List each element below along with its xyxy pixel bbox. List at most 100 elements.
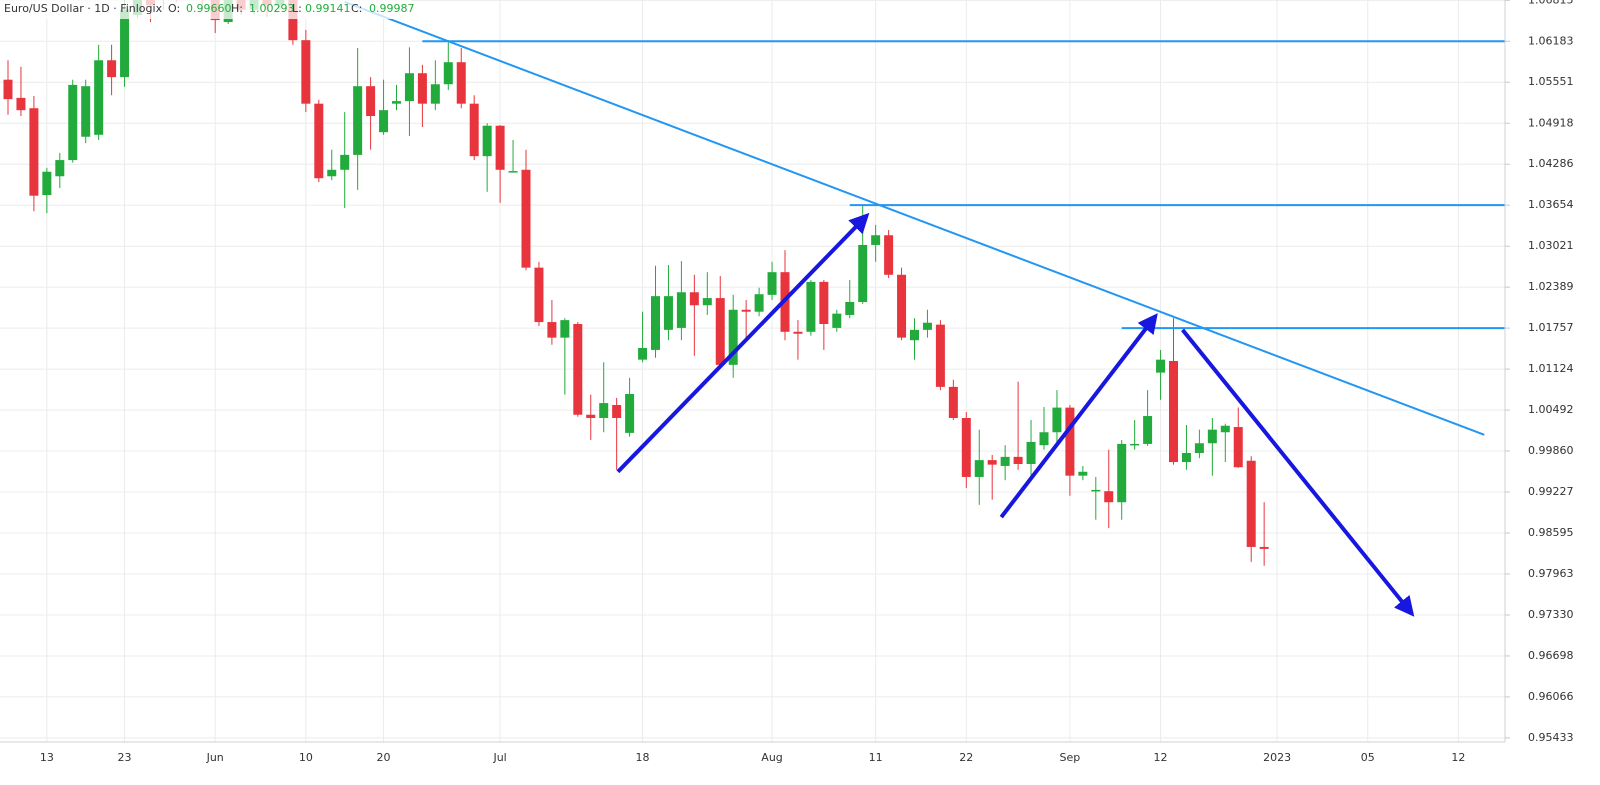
chart-title: Euro/US Dollar · 1D · Finlogix <box>4 2 163 15</box>
candle-body <box>767 272 777 295</box>
y-tick-label: 1.06815 <box>1528 0 1574 6</box>
candle-body <box>715 298 725 365</box>
trendline <box>344 1 1485 436</box>
candle-body <box>638 347 648 360</box>
candle-body <box>935 324 945 387</box>
candle-body <box>1194 443 1204 453</box>
ohlc-value: 0.99660 <box>186 2 232 15</box>
candle-body <box>495 125 505 170</box>
y-tick-label: 1.05551 <box>1528 75 1574 88</box>
x-tick-label: 13 <box>40 751 54 764</box>
x-tick-label: 23 <box>118 751 132 764</box>
candle-body <box>1052 407 1062 433</box>
candle-body <box>107 60 117 78</box>
candle-body <box>55 160 65 177</box>
candle-body <box>806 281 816 332</box>
candle-body <box>379 110 389 133</box>
candle-body <box>689 292 699 306</box>
candle-body <box>314 103 324 179</box>
candle-body <box>469 103 479 157</box>
candle-body <box>456 62 466 104</box>
y-tick-label: 0.98595 <box>1528 526 1574 539</box>
ohlc-label: L: <box>292 2 302 15</box>
candle-body <box>392 101 401 104</box>
y-tick-label: 0.97330 <box>1528 608 1574 621</box>
candle-body <box>1169 360 1178 463</box>
candle-body <box>702 298 712 306</box>
y-tick-label: 1.03021 <box>1528 239 1574 252</box>
candle-body <box>897 274 907 338</box>
y-tick-label: 1.02389 <box>1528 280 1574 293</box>
candle-body <box>81 86 91 137</box>
y-tick-label: 0.95433 <box>1528 731 1574 744</box>
y-tick-label: 0.96066 <box>1528 690 1574 703</box>
ohlc-label: O: <box>168 2 180 15</box>
candle-body <box>417 73 427 104</box>
candle-body <box>16 97 26 111</box>
candle-body <box>625 394 635 433</box>
candle-body <box>1259 546 1269 549</box>
trend-arrow <box>999 313 1158 519</box>
candle-body <box>1117 443 1127 503</box>
y-tick-label: 1.01757 <box>1528 321 1574 334</box>
y-tick-label: 1.04286 <box>1528 157 1574 170</box>
candle-body <box>651 296 660 350</box>
candle-body <box>3 79 13 100</box>
candle-body <box>676 292 686 328</box>
candle-body <box>534 267 544 323</box>
candle-body <box>94 60 104 135</box>
y-tick-label: 1.04918 <box>1528 116 1574 129</box>
candle-body <box>1065 407 1075 476</box>
trend-arrow <box>616 212 870 474</box>
x-tick-label: 10 <box>299 751 313 764</box>
ohlc-value: 0.99987 <box>369 2 415 15</box>
x-tick-label: 2023 <box>1263 751 1291 764</box>
candle-body <box>754 294 764 312</box>
y-tick-label: 0.99227 <box>1528 485 1574 498</box>
ohlc-value: 1.00293 <box>249 2 295 15</box>
x-tick-label: 20 <box>377 751 391 764</box>
candle-body <box>612 405 622 418</box>
candle-body <box>1026 441 1036 464</box>
candle-body <box>301 40 311 104</box>
candle-body <box>508 171 518 173</box>
ohlc-label: C: <box>351 2 362 15</box>
candle-body <box>819 281 829 325</box>
y-tick-label: 0.99860 <box>1528 444 1574 457</box>
candle-body <box>340 154 350 170</box>
candle-body <box>573 324 583 415</box>
candle-body <box>1091 489 1101 492</box>
candle-body <box>599 403 609 418</box>
candle-body <box>404 73 414 102</box>
y-tick-label: 1.01124 <box>1528 362 1574 375</box>
x-tick-label: 22 <box>959 751 973 764</box>
candle-body <box>845 301 855 315</box>
candle-body <box>728 309 738 365</box>
candle-body <box>987 460 997 465</box>
y-tick-label: 0.97963 <box>1528 567 1574 580</box>
candle-body <box>68 84 78 161</box>
candle-body <box>1220 425 1230 433</box>
candle-body <box>366 86 376 116</box>
x-tick-label: Aug <box>761 751 782 764</box>
y-tick-label: 1.06183 <box>1528 34 1574 47</box>
x-tick-label: 11 <box>869 751 883 764</box>
x-tick-label: 05 <box>1361 751 1375 764</box>
grid <box>0 0 1505 742</box>
x-tick-label: Jun <box>206 751 224 764</box>
candle-body <box>1156 359 1166 373</box>
candle-body <box>443 62 453 85</box>
candle-body <box>482 125 492 157</box>
x-tick-label: Jul <box>492 751 506 764</box>
candle-body <box>430 84 440 104</box>
x-tick-label: Sep <box>1060 751 1081 764</box>
candle-body <box>1246 460 1256 547</box>
candle-body <box>974 460 984 477</box>
candle-body <box>1130 443 1140 446</box>
candle-body <box>1207 429 1217 444</box>
y-tick-label: 1.00492 <box>1528 403 1574 416</box>
candle-body <box>353 86 363 155</box>
chart-header: Euro/US Dollar · 1D · Finlogix O: 0.99660… <box>0 0 415 19</box>
candle-body <box>1143 416 1153 444</box>
